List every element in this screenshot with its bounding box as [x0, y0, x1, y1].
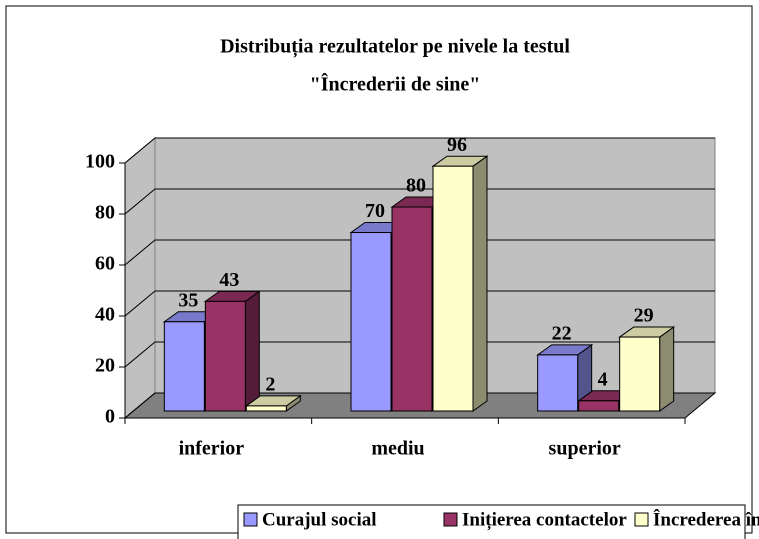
bar [618, 326, 676, 412]
grid-line [124, 239, 715, 266]
bar [244, 394, 302, 412]
x-tick-label: superior [549, 438, 621, 460]
bar-front [245, 405, 287, 412]
grid-line [124, 137, 715, 164]
legend-label: Inițierea contactelor [462, 509, 627, 530]
bar-front [204, 300, 246, 412]
grid-line [124, 341, 715, 368]
x-tick-label: inferior [179, 438, 245, 460]
value-label: 43 [219, 269, 239, 291]
y-tick-label: 60 [95, 253, 115, 275]
legend-label: Încrederea în sine [653, 508, 759, 530]
bar [431, 155, 489, 412]
bar-front [163, 321, 205, 412]
value-label: 70 [365, 200, 385, 222]
legend-swatch [634, 512, 649, 527]
grid-line [124, 188, 715, 215]
y-tick-label: 0 [105, 406, 115, 428]
value-label: 35 [178, 289, 198, 311]
bar [203, 290, 261, 412]
legend-label: Curajul social [262, 509, 377, 530]
y-tick-label: 40 [95, 304, 115, 326]
x-tick-label: mediu [371, 438, 424, 460]
bar-front [537, 354, 579, 412]
chart-title: "Încrederii de sine" [310, 72, 481, 96]
grid-line [124, 392, 715, 419]
legend-swatch [443, 512, 458, 527]
bar-front [350, 232, 392, 412]
value-label: 80 [406, 175, 426, 197]
value-label: 2 [265, 373, 275, 395]
value-label: 96 [447, 134, 467, 156]
y-tick-label: 20 [95, 355, 115, 377]
bar-front [619, 336, 661, 412]
chart-title: Distribuția rezultatelor pe nivele la te… [220, 36, 570, 59]
bar-side [244, 290, 260, 412]
bar-front [578, 400, 620, 412]
value-label: 29 [634, 305, 654, 327]
bar-front [432, 165, 474, 412]
grid-line [124, 290, 715, 317]
bar [536, 343, 594, 412]
y-tick-label: 100 [85, 151, 115, 173]
bar-side [472, 155, 488, 412]
value-label: 4 [598, 368, 608, 390]
legend-box [237, 504, 746, 539]
legend-swatch [243, 512, 258, 527]
bar-side [659, 326, 675, 412]
y-tick-label: 80 [95, 202, 115, 224]
side-wall [124, 136, 156, 420]
legend: Curajul social Inițierea contactelor Încre… [237, 504, 759, 539]
bar-front [391, 206, 433, 412]
value-label: 22 [552, 322, 572, 344]
